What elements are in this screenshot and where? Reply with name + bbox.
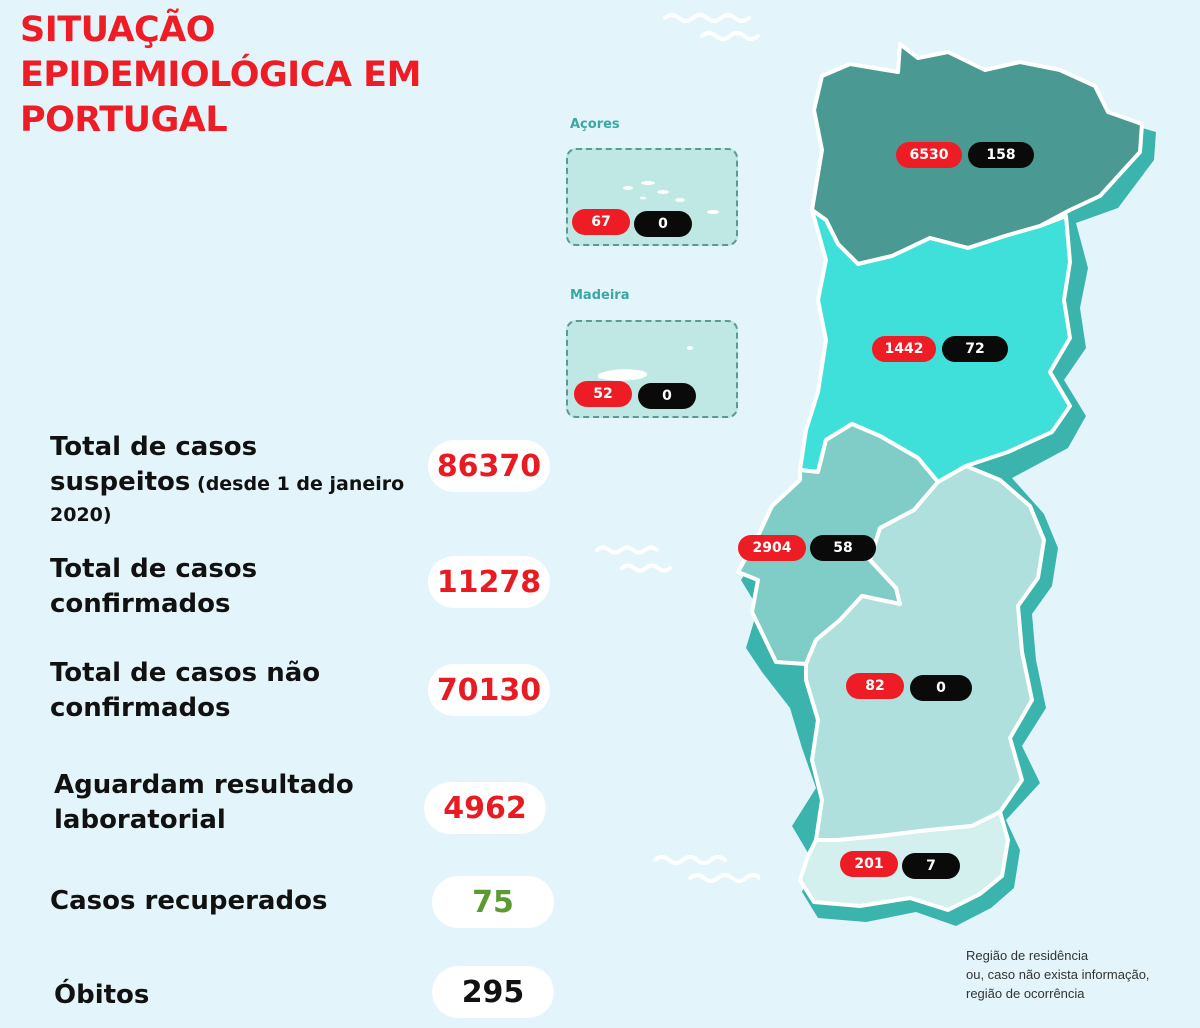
stat-recuperados-label: Casos recuperados — [50, 884, 327, 919]
madeira-deaths-badge: 0 — [638, 383, 696, 409]
stat-nao-confirmados-label: Total de casos não confirmados — [50, 656, 320, 726]
lisboa-deaths-badge: 58 — [810, 535, 876, 561]
stat-aguardam-line-1: Aguardam resultado — [54, 770, 354, 800]
algarve-cases-badge: 201 — [840, 851, 898, 877]
stat-obitos-label: Óbitos — [54, 978, 149, 1013]
stat-suspeitos-label: Total de casos suspeitos (desde 1 de jan… — [50, 430, 404, 528]
stat-obitos-value: 295 — [432, 966, 554, 1018]
footnote-line-2: ou, caso não exista informação, — [966, 967, 1150, 982]
wave-decoration-top — [663, 13, 760, 41]
wave-decoration-bottom — [653, 855, 760, 883]
stat-suspeitos-note: (desde 1 de janeiro — [190, 473, 405, 495]
stat-suspeitos-value: 86370 — [428, 440, 550, 492]
stat-obitos-line-1: Óbitos — [54, 980, 150, 1010]
lisboa-cases-badge: 2904 — [738, 535, 806, 561]
stat-nao-confirmados-line-1: Total de casos não — [50, 658, 321, 688]
alentejo-cases-badge: 82 — [846, 673, 904, 699]
acores-deaths-badge: 0 — [634, 211, 692, 237]
stat-recuperados-line-1: Casos recuperados — [50, 886, 328, 916]
alentejo-deaths-badge: 0 — [910, 675, 972, 701]
acores-cases-badge: 67 — [572, 209, 630, 235]
title-line-3: PORTUGAL — [20, 100, 228, 140]
title-line-1: SITUAÇÃO — [20, 10, 216, 50]
acores-islands-shape — [623, 181, 719, 214]
stat-suspeitos-line-1: Total de casos — [50, 432, 258, 462]
portugal-map — [736, 42, 1156, 926]
wave-decoration-middle — [595, 545, 672, 573]
legend-footnote: Região de residência ou, caso não exista… — [966, 946, 1150, 1003]
footnote-line-1: Região de residência — [966, 948, 1089, 963]
norte-deaths-badge: 158 — [968, 142, 1034, 168]
stat-nao-confirmados-value: 70130 — [428, 664, 550, 716]
madeira-islands-shape — [598, 346, 693, 381]
algarve-deaths-badge: 7 — [902, 853, 960, 879]
stat-aguardam-value: 4962 — [424, 782, 546, 834]
stat-suspeitos-line-2: suspeitos — [50, 467, 191, 497]
stat-confirmados-line-2: confirmados — [50, 589, 231, 619]
stat-nao-confirmados-line-2: confirmados — [50, 693, 231, 723]
madeira-label: Madeira — [570, 288, 630, 303]
stat-aguardam-line-2: laboratorial — [54, 805, 226, 835]
stat-confirmados-line-1: Total de casos — [50, 554, 258, 584]
madeira-cases-badge: 52 — [574, 381, 632, 407]
centro-cases-badge: 1442 — [872, 336, 936, 362]
acores-label: Açores — [570, 117, 620, 132]
footnote-line-3: região de ocorrência — [966, 986, 1085, 1001]
stat-recuperados-value: 75 — [432, 876, 554, 928]
centro-deaths-badge: 72 — [942, 336, 1008, 362]
stat-confirmados-value: 11278 — [428, 556, 550, 608]
stat-aguardam-label: Aguardam resultado laboratorial — [54, 768, 354, 838]
page-title: SITUAÇÃO EPIDEMIOLÓGICA EM PORTUGAL — [20, 8, 480, 143]
norte-cases-badge: 6530 — [896, 142, 962, 168]
stat-confirmados-label: Total de casos confirmados — [50, 552, 257, 622]
title-line-2: EPIDEMIOLÓGICA EM — [20, 55, 421, 95]
stat-suspeitos-line-3: 2020) — [50, 504, 112, 526]
